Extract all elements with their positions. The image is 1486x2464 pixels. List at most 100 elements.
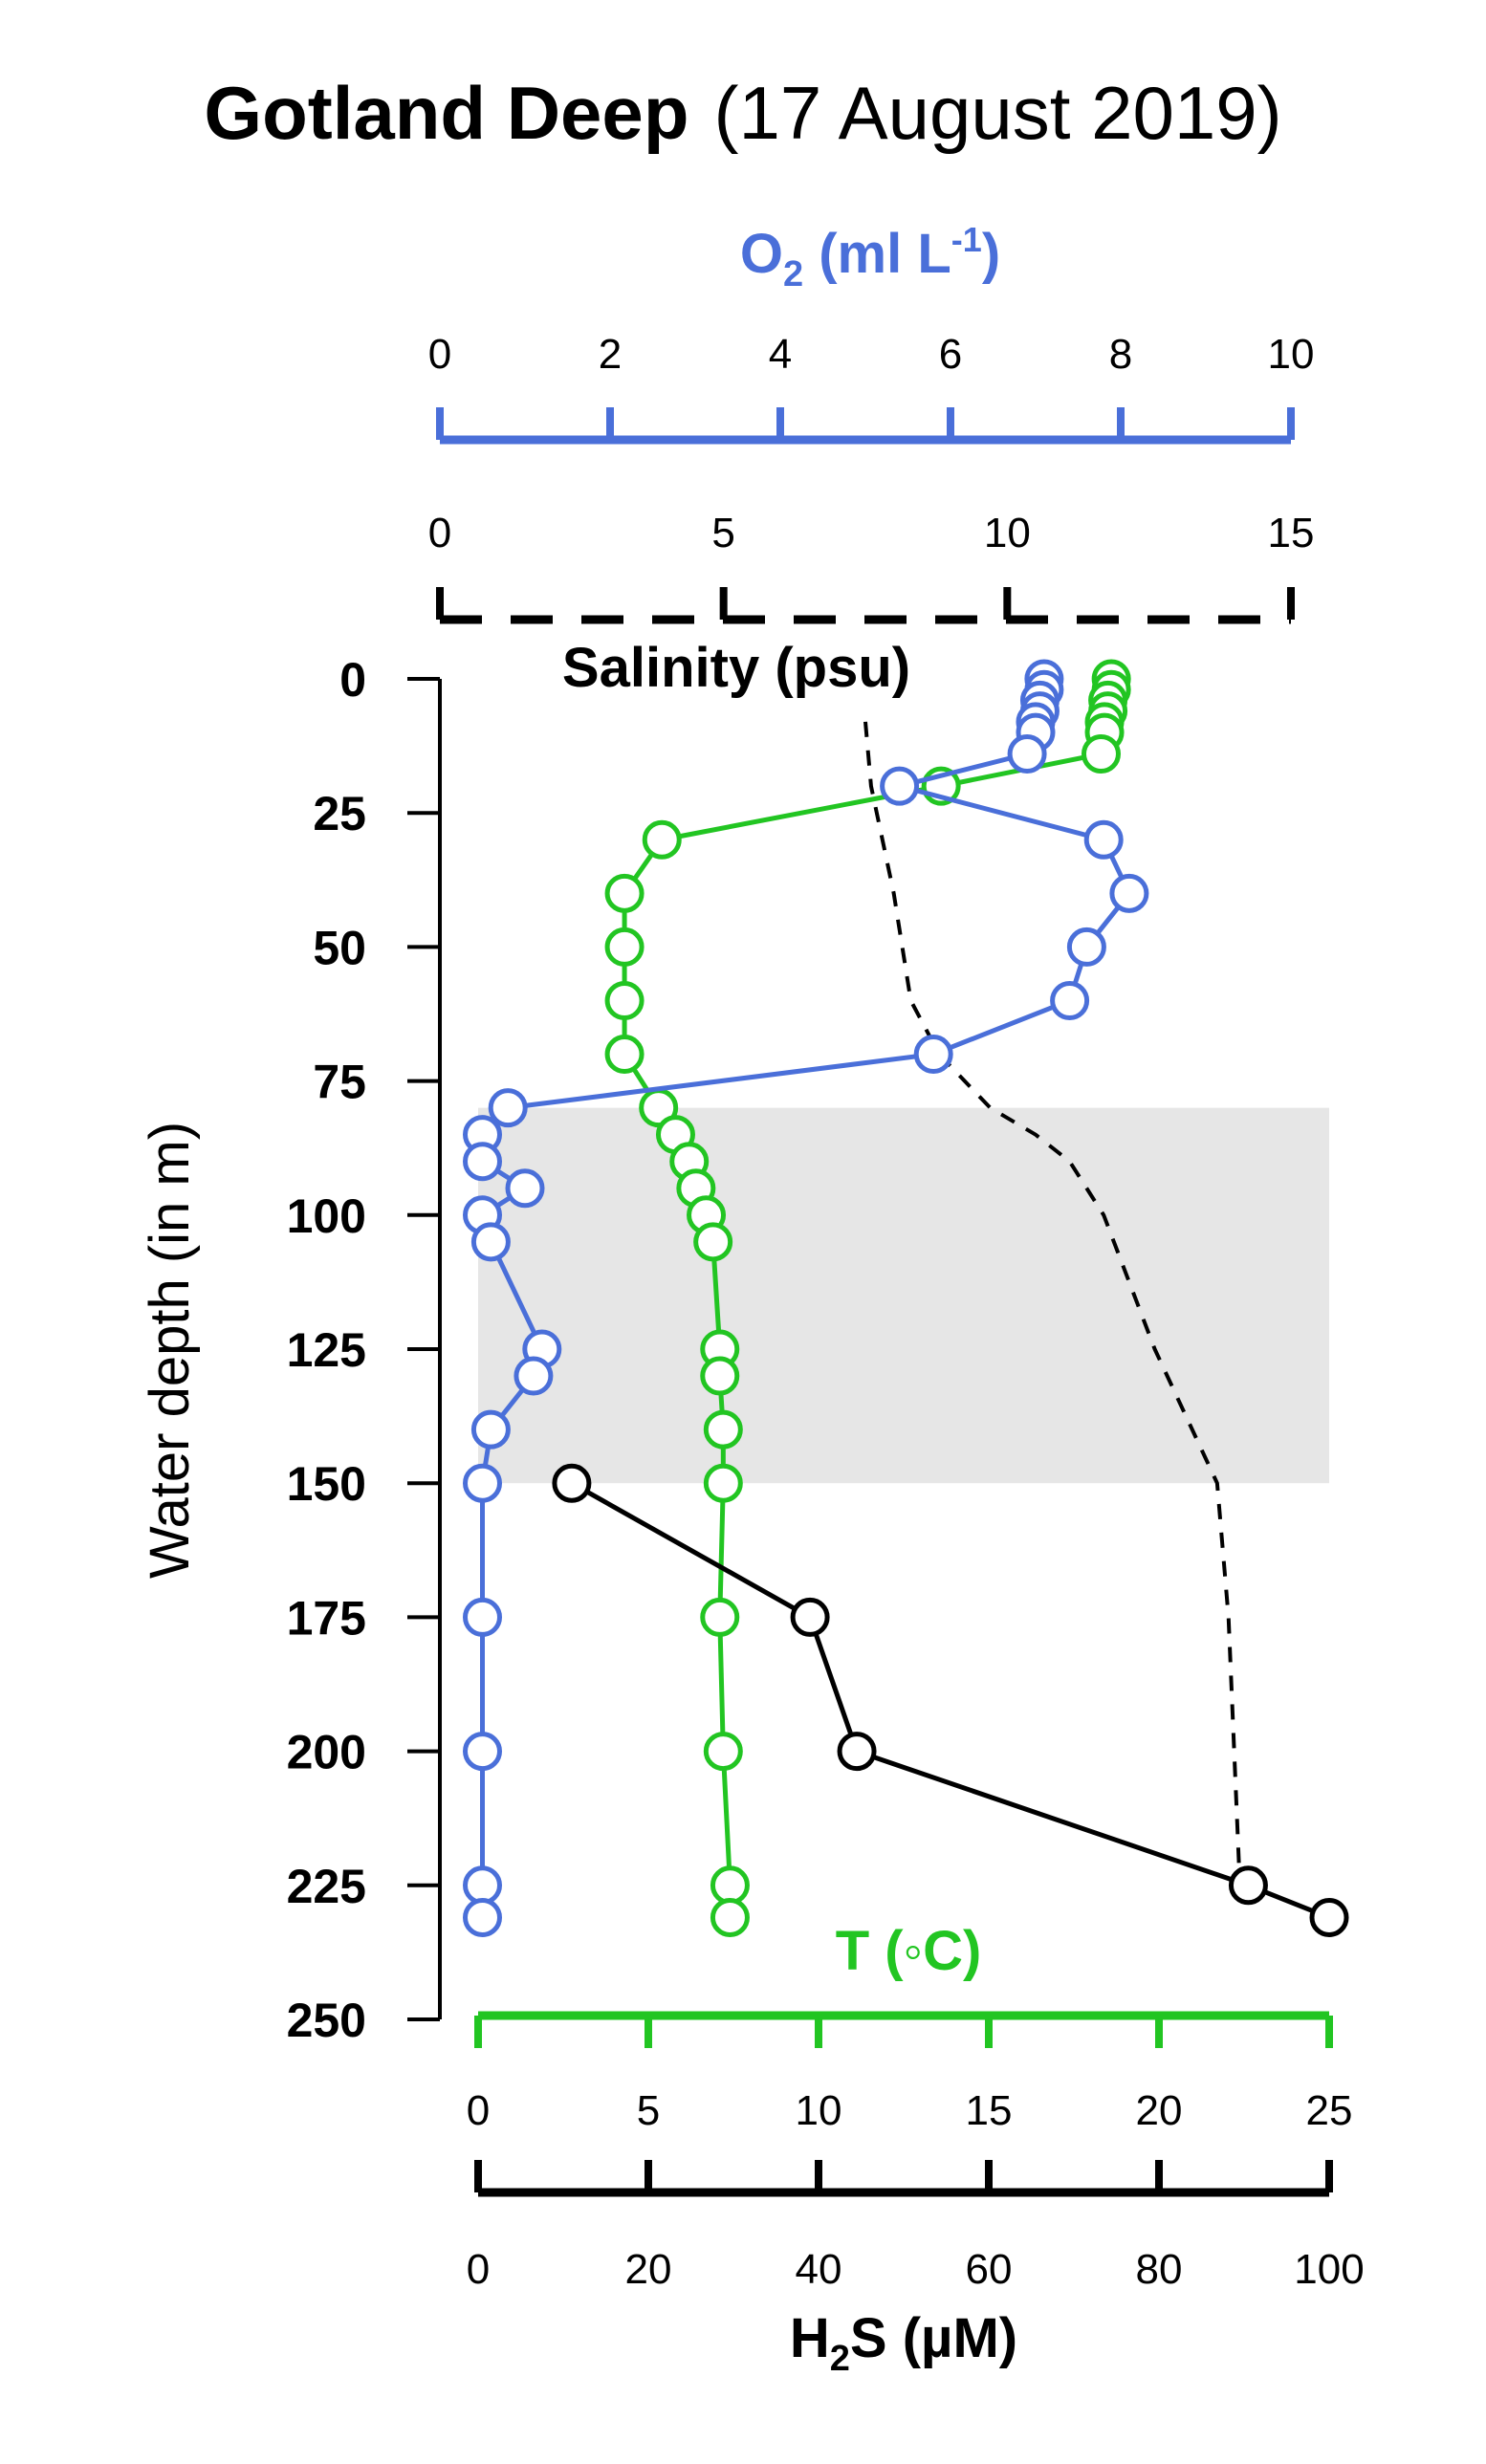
h2s-axis: 0 20 40 60 80 100 xyxy=(467,2160,1365,2293)
temperature-tick-label: 20 xyxy=(1136,2087,1183,2134)
depth-tick-label: 175 xyxy=(287,1591,366,1645)
salinity-tick-label: 15 xyxy=(1268,510,1315,556)
salinity-line xyxy=(863,721,1242,1886)
o2-point xyxy=(470,1409,511,1450)
temperature-point xyxy=(604,873,645,913)
depth-tick-label: 125 xyxy=(287,1323,366,1377)
o2-point xyxy=(1066,927,1106,967)
chart-title-bold: Gotland Deep xyxy=(204,71,688,155)
o2-axis-title-main: O xyxy=(740,223,783,285)
depth-tick-label: 150 xyxy=(287,1457,366,1511)
salinity-tick-label: 10 xyxy=(984,510,1031,556)
o2-point xyxy=(463,1463,502,1503)
h2s-axis-title-main: H xyxy=(790,2307,830,2369)
series-layer xyxy=(463,659,1349,1937)
temperature-point xyxy=(710,1865,750,1906)
temperature-point xyxy=(703,1463,743,1503)
temperature-point xyxy=(604,927,645,967)
o2-axis-title: O2 (ml L-1) xyxy=(740,220,1000,294)
o2-point xyxy=(1083,819,1124,860)
salinity-axis: 0 5 10 15 xyxy=(428,510,1315,624)
h2s-tick-label: 20 xyxy=(625,2246,672,2293)
h2s-axis-title-rest: S (µM) xyxy=(850,2307,1017,2369)
o2-point xyxy=(505,1168,545,1209)
depth-tick-label: 0 xyxy=(339,653,366,707)
o2-point xyxy=(1007,734,1047,774)
temperature-tick-label: 0 xyxy=(467,2087,490,2134)
o2-axis: 0 2 4 6 8 10 xyxy=(428,331,1315,445)
temperature-tick-label: 5 xyxy=(637,2087,660,2134)
temperature-point xyxy=(710,1897,750,1937)
o2-series xyxy=(463,659,1149,1937)
o2-axis-title-sup: -1 xyxy=(951,220,982,259)
o2-tick-label: 2 xyxy=(599,331,622,378)
temperature-point xyxy=(604,1035,645,1075)
salinity-tick-label: 0 xyxy=(428,510,451,556)
o2-tick-label: 8 xyxy=(1109,331,1132,378)
h2s-axis-title-sub: 2 xyxy=(830,2339,850,2379)
temperature-tick-label: 25 xyxy=(1306,2087,1353,2134)
depth-axis: 0 25 50 75 100 125 150 175 200 225 250 xyxy=(287,653,442,2047)
o2-point xyxy=(880,766,920,806)
temperature-point xyxy=(703,1732,743,1772)
salinity-tick-label: 5 xyxy=(711,510,734,556)
chart-title: Gotland Deep (17 August 2019) xyxy=(204,71,1281,155)
depth-tick-label: 25 xyxy=(313,787,366,840)
h2s-tick-label: 0 xyxy=(467,2246,490,2293)
o2-axis-title-sub: 2 xyxy=(783,254,803,294)
depth-tick-label: 225 xyxy=(287,1860,366,1913)
temperature-axis: 0 5 10 15 20 25 xyxy=(467,2011,1353,2134)
temperature-axis-title: T (◦C) xyxy=(836,1920,982,1982)
o2-point xyxy=(463,1732,502,1772)
h2s-tick-label: 100 xyxy=(1294,2246,1364,2293)
depth-tick-label: 75 xyxy=(313,1056,366,1109)
o2-point xyxy=(1109,873,1149,913)
h2s-point xyxy=(837,1732,877,1772)
depth-tick-label: 200 xyxy=(287,1726,366,1779)
temperature-point xyxy=(700,1356,740,1396)
o2-point xyxy=(913,1035,953,1075)
h2s-tick-label: 80 xyxy=(1136,2246,1183,2293)
temperature-point xyxy=(700,1597,740,1637)
o2-point xyxy=(463,1897,502,1937)
depth-tick-label: 250 xyxy=(287,1994,366,2047)
h2s-tick-label: 40 xyxy=(796,2246,842,2293)
temperature-point xyxy=(1081,734,1121,774)
o2-axis-title-unit: (ml L xyxy=(803,223,951,285)
shaded-depth-band xyxy=(478,1107,1329,1484)
h2s-series xyxy=(552,1463,1349,1937)
o2-point xyxy=(463,1597,502,1637)
h2s-point xyxy=(790,1597,830,1637)
h2s-point xyxy=(552,1463,592,1503)
h2s-point xyxy=(1309,1897,1349,1937)
temperature-point xyxy=(703,1409,743,1450)
temperature-tick-label: 10 xyxy=(796,2087,842,2134)
salinity-series xyxy=(863,721,1242,1886)
temperature-point xyxy=(604,980,645,1020)
o2-axis-title-close: ) xyxy=(982,223,1000,285)
o2-point xyxy=(463,1865,502,1906)
h2s-axis-title: H2S (µM) xyxy=(790,2307,1017,2379)
temperature-tick-label: 15 xyxy=(966,2087,1013,2134)
h2s-line xyxy=(570,1481,1330,1920)
depth-axis-title: Water depth (in m) xyxy=(139,1122,201,1579)
o2-point xyxy=(470,1222,511,1262)
h2s-tick-label: 60 xyxy=(966,2246,1013,2293)
temperature-series xyxy=(604,659,1131,1937)
salinity-axis-title: Salinity (psu) xyxy=(562,637,910,699)
depth-tick-label: 50 xyxy=(313,921,366,974)
o2-tick-label: 6 xyxy=(939,331,962,378)
o2-tick-label: 0 xyxy=(428,331,451,378)
o2-point xyxy=(514,1356,554,1396)
o2-point xyxy=(463,1142,502,1182)
o2-tick-label: 4 xyxy=(769,331,792,378)
temperature-point xyxy=(642,819,682,860)
o2-point xyxy=(1050,980,1090,1020)
o2-point xyxy=(488,1088,528,1128)
chart-title-rest: (17 August 2019) xyxy=(713,71,1281,155)
temperature-point xyxy=(693,1222,733,1262)
h2s-point xyxy=(1228,1865,1268,1906)
depth-tick-label: 100 xyxy=(287,1189,366,1243)
o2-tick-label: 10 xyxy=(1268,331,1315,378)
